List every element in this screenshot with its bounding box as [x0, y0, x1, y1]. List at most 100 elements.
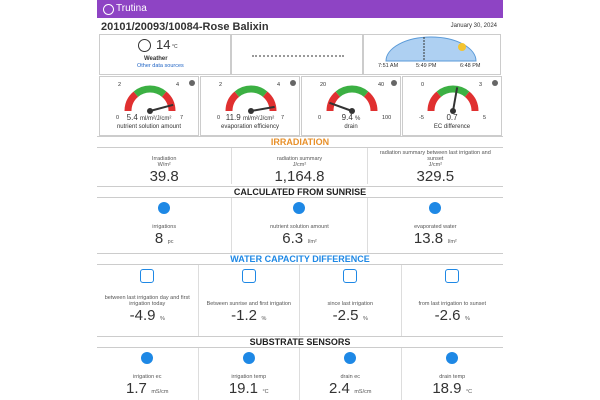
metric-label: irrigation ec	[133, 374, 162, 380]
date: January 30, 2024	[450, 23, 497, 29]
metric-value: 13.8	[413, 230, 444, 247]
gauge-tick: 100	[382, 115, 392, 121]
gauge-tick: -5	[419, 115, 424, 121]
metric-label: irrigations	[152, 224, 177, 230]
gauge-label: drain	[344, 124, 358, 130]
gauge-band	[363, 91, 378, 112]
gauge-label: nutrient solution amount	[116, 124, 182, 130]
gauge-unit: %	[355, 116, 361, 122]
gauge-hub	[349, 108, 355, 114]
section-header: SUBSTRATE SENSORS	[97, 336, 503, 348]
metric-icon	[429, 202, 442, 214]
metric: radiation summary between last irrigatio…	[368, 148, 503, 185]
metric-icon	[445, 269, 460, 283]
gauge-dial	[326, 80, 397, 114]
metric-icon	[293, 202, 306, 214]
metric-unit: %	[261, 316, 267, 322]
metric-reading: -4.9 %	[103, 307, 192, 325]
now-time: 5:49 PM	[416, 63, 437, 69]
metric-unit: %	[464, 316, 470, 322]
gauge: 2 4 0 7 11.9 ml/m²/J/cm² evaporation efficien…	[200, 76, 300, 136]
gauge-reading: 0.7	[403, 113, 501, 122]
app-name: Trutina	[116, 3, 147, 14]
section-body: irrigations 8 pc nutrient solution amount 6…	[97, 198, 503, 253]
gauge-needle	[329, 101, 353, 112]
page-title: 20101/20093/10084-Rose Balixin	[101, 21, 269, 33]
metric-icon	[446, 352, 459, 364]
gauge-tick: 4	[176, 82, 180, 88]
metric-label: irrigation temp	[231, 374, 267, 380]
metric-value: 1.7	[126, 380, 147, 397]
metric-label: Irradiation	[151, 156, 177, 162]
metric-unit: W/m²	[157, 162, 171, 168]
metric: between last irrigation day and first ir…	[97, 265, 199, 336]
metric-reading: 8 pc	[103, 230, 225, 248]
metric-unit: %	[159, 316, 165, 322]
gauge-tick: 7	[281, 115, 285, 121]
metric-label: drain temp	[439, 374, 466, 380]
metric-value: -4.9	[129, 307, 156, 324]
gauge-tick: 2	[118, 82, 122, 88]
metric-label: nutrient solution amount	[270, 224, 329, 230]
gauge-tick: 0	[217, 115, 221, 121]
gauge-tick: 20	[320, 82, 327, 88]
gauge-band	[464, 91, 479, 112]
other-sources-link[interactable]: Other data sources	[137, 63, 184, 69]
gauge-label: evaporation efficiency	[221, 124, 279, 130]
metric-reading: 2.4 mS/cm	[306, 380, 395, 398]
metric-label: between last irrigation day and first ir…	[104, 295, 190, 307]
settings-icon	[290, 80, 296, 86]
metric-unit: °C	[465, 389, 473, 395]
gauge-tick: 5	[483, 115, 487, 121]
gauge-value: 5.4	[126, 113, 138, 122]
gauge-tick: 0	[318, 115, 322, 121]
gauge-tick: 0	[421, 82, 425, 88]
gauge-tick: 4	[277, 82, 281, 88]
gauge-needle	[149, 103, 174, 112]
metric-value: 1,164.8	[274, 168, 325, 185]
metric-label: evaporated water	[414, 224, 457, 230]
sunrise: 7:51 AM	[378, 63, 399, 69]
settings-icon	[189, 80, 195, 86]
metric-reading: 6.3 l/m²	[238, 230, 360, 248]
sun-icon	[458, 43, 466, 51]
dashboard: Trutina 20101/20093/10084-Rose Balixin J…	[97, 0, 503, 400]
metric: Irradiation W/m² 39.8	[97, 148, 233, 185]
metric-reading: -2.6 %	[408, 307, 498, 325]
gauge-tick: 3	[479, 82, 483, 88]
forecast-box	[231, 34, 363, 75]
metric-unit: l/m²	[307, 239, 317, 245]
gauge-hub	[147, 108, 153, 114]
metric-value: 19.1	[228, 380, 259, 397]
metric-unit: °C	[262, 389, 269, 395]
metric: since last irrigation -2.5 %	[300, 265, 402, 336]
metric-icon	[343, 269, 358, 283]
gauge-tick: 2	[219, 82, 223, 88]
gauge: 2 4 0 7 5.4 ml/m²/J/cm² nutrient solution amo…	[99, 76, 199, 136]
temperature-unit: °C	[172, 44, 178, 50]
metric-label: radiation summary	[276, 156, 323, 162]
gauge-unit: ml/m²/J/cm²	[140, 116, 172, 122]
metric-label: since last irrigation	[327, 301, 374, 307]
gauge-band	[124, 91, 139, 112]
gauge-band	[335, 85, 369, 97]
gauge-tick: 0	[116, 115, 120, 121]
metric-unit: pc	[167, 239, 174, 245]
gauge-reading: 5.4 ml/m²/J/cm²	[100, 113, 198, 122]
gauge: 20 40 0 100 9.4 % drain	[301, 76, 401, 136]
gauge-needle	[250, 105, 275, 112]
metric-unit: mS/cm	[151, 389, 169, 395]
gauge-band	[133, 85, 167, 97]
gauge-hub	[248, 108, 254, 114]
weather-brand: Weather	[144, 56, 168, 62]
gauge-band	[161, 91, 176, 112]
metric-reading: 1.7 mS/cm	[103, 380, 192, 398]
metric-value: 8	[154, 230, 164, 247]
logo	[103, 4, 114, 15]
metric-value: -2.6	[434, 307, 461, 324]
gauge-band	[326, 91, 341, 112]
metric: irrigation temp 19.1 °C	[199, 348, 300, 400]
gauge-band	[225, 91, 240, 112]
gauge-tick: 7	[180, 115, 184, 121]
gauge-dial	[124, 80, 195, 114]
